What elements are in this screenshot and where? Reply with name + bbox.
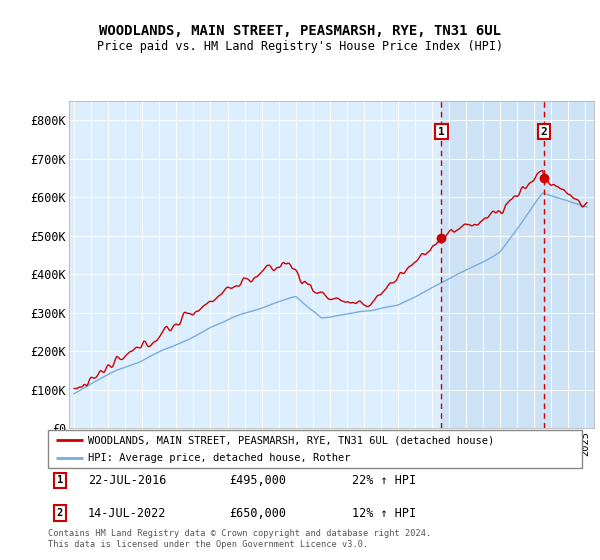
Text: Price paid vs. HM Land Registry's House Price Index (HPI): Price paid vs. HM Land Registry's House … [97,40,503,53]
Text: HPI: Average price, detached house, Rother: HPI: Average price, detached house, Roth… [88,452,350,463]
Text: 1: 1 [56,475,63,486]
Text: 22% ↑ HPI: 22% ↑ HPI [352,474,416,487]
FancyBboxPatch shape [48,430,582,468]
Text: £495,000: £495,000 [230,474,287,487]
Text: WOODLANDS, MAIN STREET, PEASMARSH, RYE, TN31 6UL (detached house): WOODLANDS, MAIN STREET, PEASMARSH, RYE, … [88,435,494,445]
Text: 2: 2 [56,508,63,518]
Text: 22-JUL-2016: 22-JUL-2016 [88,474,166,487]
Text: 14-JUL-2022: 14-JUL-2022 [88,507,166,520]
Text: 1: 1 [438,127,445,137]
Text: £650,000: £650,000 [230,507,287,520]
Text: Contains HM Land Registry data © Crown copyright and database right 2024.
This d: Contains HM Land Registry data © Crown c… [48,529,431,549]
Text: 12% ↑ HPI: 12% ↑ HPI [352,507,416,520]
Text: 2: 2 [541,127,547,137]
Bar [442,101,594,428]
Text: WOODLANDS, MAIN STREET, PEASMARSH, RYE, TN31 6UL: WOODLANDS, MAIN STREET, PEASMARSH, RYE, … [99,24,501,38]
